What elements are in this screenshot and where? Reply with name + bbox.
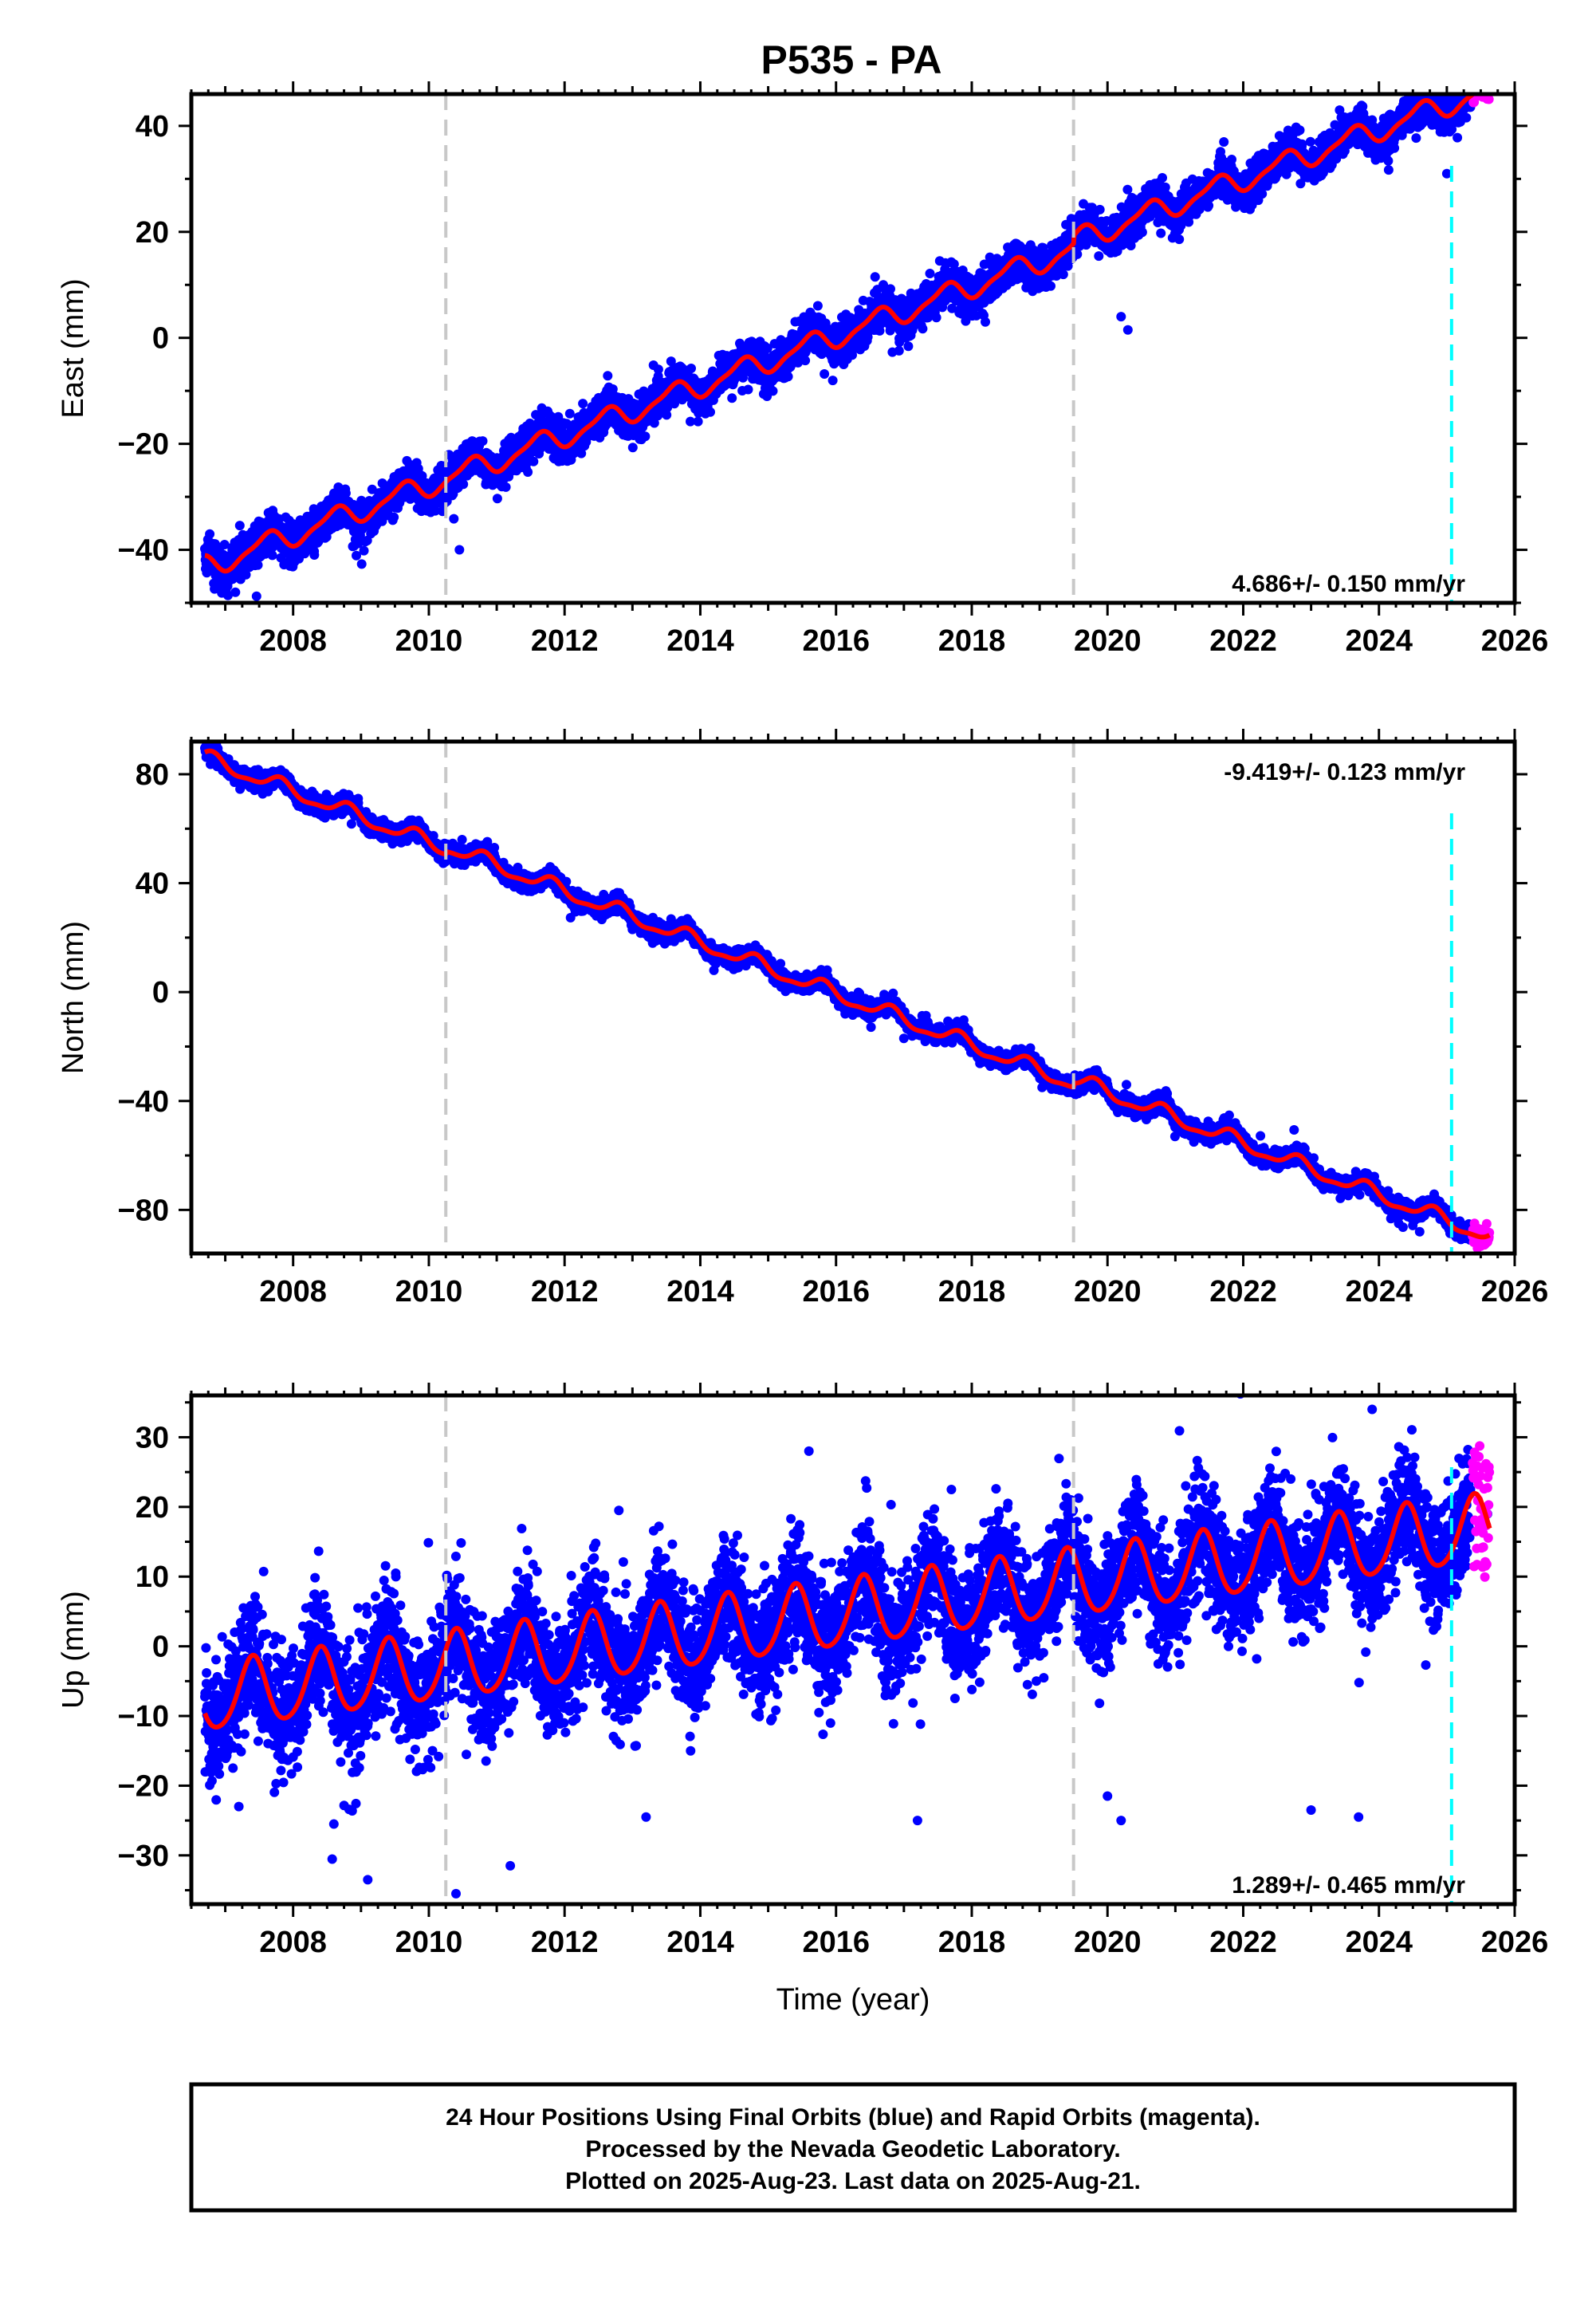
final-orbit-point bbox=[234, 521, 245, 531]
final-orbit-point bbox=[501, 482, 511, 492]
final-orbit-point bbox=[478, 436, 488, 447]
panels: 2008 2010 2012 2014 2016 2018 2020 2022 2024 2026… bbox=[57, 81, 1548, 2017]
final-orbit-point bbox=[267, 550, 277, 561]
final-orbit-point bbox=[1122, 184, 1133, 195]
final-orbit-point bbox=[870, 272, 880, 282]
final-orbit-point bbox=[931, 313, 941, 323]
final-orbit-point bbox=[820, 369, 830, 379]
final-orbit-point bbox=[449, 514, 459, 524]
final-orbit-point bbox=[603, 371, 613, 381]
final-orbit-point bbox=[1158, 173, 1167, 183]
final-orbit-point bbox=[251, 591, 261, 601]
final-orbit-point bbox=[1058, 270, 1068, 280]
final-orbit-point bbox=[523, 467, 533, 477]
final-orbit-point bbox=[241, 569, 251, 580]
final-orbit-point bbox=[1046, 281, 1055, 291]
final-orbit-point bbox=[1095, 204, 1105, 214]
final-orbit-point bbox=[812, 301, 823, 311]
final-orbit-point bbox=[727, 393, 737, 403]
final-orbit-point bbox=[1156, 228, 1166, 238]
final-orbit-point bbox=[492, 494, 502, 504]
final-orbit-point bbox=[640, 431, 651, 442]
final-orbit-point bbox=[389, 512, 399, 522]
final-orbit-point bbox=[578, 399, 588, 409]
final-orbit-point bbox=[340, 488, 351, 498]
final-orbit-point bbox=[738, 372, 748, 383]
final-orbit-point bbox=[356, 559, 367, 569]
final-orbit-point bbox=[529, 456, 539, 466]
final-orbit-point bbox=[894, 345, 904, 356]
final-orbit-point bbox=[653, 364, 663, 375]
final-orbit-point bbox=[925, 269, 935, 278]
main-title: P535 - PA bbox=[761, 37, 942, 82]
final-orbit-point bbox=[564, 408, 575, 419]
final-orbit-point bbox=[768, 386, 778, 396]
final-orbit-point bbox=[458, 479, 469, 490]
final-orbit-point bbox=[1137, 227, 1147, 238]
final-orbit-point bbox=[309, 550, 320, 560]
final-orbit-point bbox=[1174, 234, 1185, 245]
final-orbit-point bbox=[222, 590, 233, 600]
final-orbit-point bbox=[903, 341, 914, 352]
final-orbit-point bbox=[783, 372, 793, 382]
final-orbit-point bbox=[886, 284, 895, 294]
final-orbit-point bbox=[706, 407, 715, 417]
final-orbit-point bbox=[219, 540, 230, 549]
final-orbit-point bbox=[827, 376, 838, 386]
final-orbit-point bbox=[918, 324, 928, 334]
final-orbit-point bbox=[359, 545, 369, 556]
panel-east: 2008 2010 2012 2014 2016 2018 2020 2022 2024 2026… bbox=[57, 81, 1548, 658]
plot-area bbox=[200, 94, 1494, 601]
final-orbit-point bbox=[253, 560, 263, 570]
final-orbit-point bbox=[686, 364, 696, 373]
final-orbit-point bbox=[743, 384, 753, 395]
final-orbit-point bbox=[693, 416, 703, 427]
final-orbit-point bbox=[205, 529, 215, 539]
final-orbit-point bbox=[627, 443, 638, 453]
final-orbit-point bbox=[1094, 251, 1104, 262]
final-orbit-point bbox=[352, 550, 361, 561]
